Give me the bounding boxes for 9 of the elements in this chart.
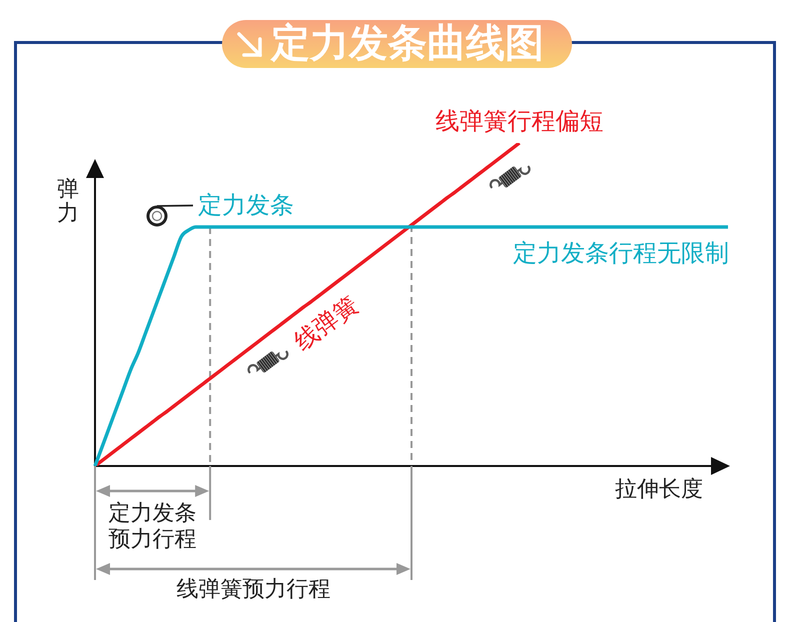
y-axis-title: 弹力 — [57, 177, 80, 226]
text: 线弹簧预力行程 — [175, 577, 332, 603]
text: 定力发条预力行程 — [108, 501, 198, 553]
annotation: 线弹簧行程偏短 — [435, 107, 604, 135]
chart-title: 定力发条曲线图 — [271, 20, 544, 68]
text: 线弹簧 — [289, 290, 364, 356]
annotation: 定力发条行程无限制 — [513, 238, 729, 267]
x-axis-title: 拉伸长度 — [615, 476, 703, 504]
series-label: 定力发条 — [198, 190, 294, 219]
